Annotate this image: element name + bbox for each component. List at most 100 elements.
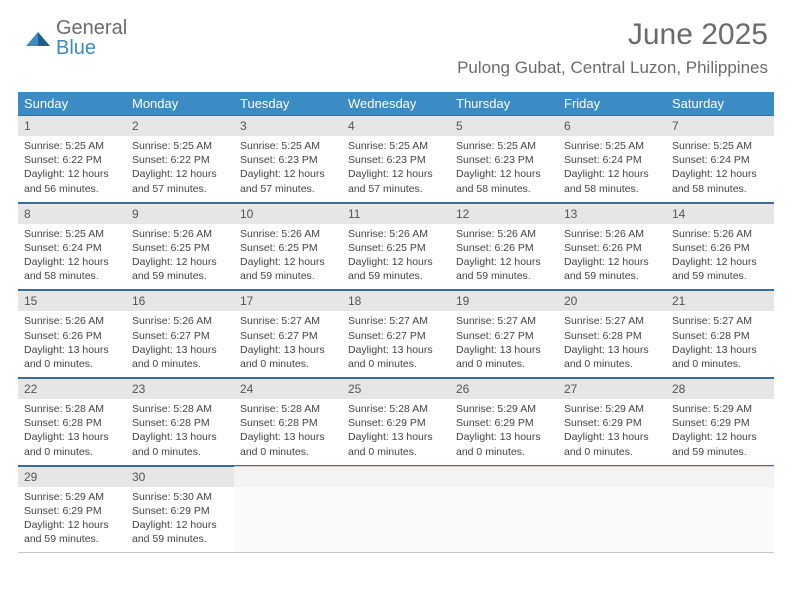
day-number: 17 bbox=[234, 290, 342, 311]
day-details: Sunrise: 5:26 AMSunset: 6:26 PMDaylight:… bbox=[558, 224, 666, 290]
calendar-cell: 28Sunrise: 5:29 AMSunset: 6:29 PMDayligh… bbox=[666, 378, 774, 465]
sunrise-text: Sunrise: 5:26 AM bbox=[132, 227, 228, 241]
daylight-text: Daylight: 12 hours and 59 minutes. bbox=[672, 430, 768, 458]
day-details: Sunrise: 5:29 AMSunset: 6:29 PMDaylight:… bbox=[450, 399, 558, 465]
day-number: 12 bbox=[450, 203, 558, 224]
daylight-text: Daylight: 12 hours and 58 minutes. bbox=[564, 167, 660, 195]
day-details: Sunrise: 5:28 AMSunset: 6:29 PMDaylight:… bbox=[342, 399, 450, 465]
daylight-text: Daylight: 13 hours and 0 minutes. bbox=[132, 430, 228, 458]
sunrise-text: Sunrise: 5:28 AM bbox=[348, 402, 444, 416]
sunset-text: Sunset: 6:26 PM bbox=[672, 241, 768, 255]
day-number: 10 bbox=[234, 203, 342, 224]
location-subtitle: Pulong Gubat, Central Luzon, Philippines bbox=[457, 58, 768, 78]
sunset-text: Sunset: 6:27 PM bbox=[456, 329, 552, 343]
calendar-cell: 2 Sunrise: 5:25 AMSunset: 6:22 PMDaylight… bbox=[126, 115, 234, 202]
calendar-cell: 27Sunrise: 5:29 AMSunset: 6:29 PMDayligh… bbox=[558, 378, 666, 465]
daylight-text: Daylight: 13 hours and 0 minutes. bbox=[456, 430, 552, 458]
day-details: Sunrise: 5:25 AMSunset: 6:24 PMDaylight:… bbox=[666, 136, 774, 202]
day-number: 18 bbox=[342, 290, 450, 311]
sunset-text: Sunset: 6:27 PM bbox=[132, 329, 228, 343]
daylight-text: Daylight: 12 hours and 57 minutes. bbox=[132, 167, 228, 195]
daylight-text: Daylight: 12 hours and 59 minutes. bbox=[132, 518, 228, 546]
calendar-cell: 18Sunrise: 5:27 AMSunset: 6:27 PMDayligh… bbox=[342, 290, 450, 377]
daylight-text: Daylight: 12 hours and 57 minutes. bbox=[348, 167, 444, 195]
weekday-header-row: SundayMondayTuesdayWednesdayThursdayFrid… bbox=[18, 92, 774, 115]
sunrise-text: Sunrise: 5:26 AM bbox=[132, 314, 228, 328]
page-header: General Blue June 2025 Pulong Gubat, Cen… bbox=[0, 0, 792, 84]
week-row: 1Sunrise: 5:25 AMSunset: 6:22 PMDaylight… bbox=[18, 115, 774, 203]
daylight-text: Daylight: 13 hours and 0 minutes. bbox=[564, 343, 660, 371]
calendar-cell-empty: . bbox=[450, 466, 558, 553]
sunrise-text: Sunrise: 5:25 AM bbox=[24, 227, 120, 241]
day-number: 29 bbox=[18, 466, 126, 487]
sunset-text: Sunset: 6:22 PM bbox=[132, 153, 228, 167]
calendar-cell: 5Sunrise: 5:25 AMSunset: 6:23 PMDaylight… bbox=[450, 115, 558, 202]
day-number: 11 bbox=[342, 203, 450, 224]
sunset-text: Sunset: 6:26 PM bbox=[564, 241, 660, 255]
daylight-text: Daylight: 13 hours and 0 minutes. bbox=[132, 343, 228, 371]
daylight-text: Daylight: 12 hours and 59 minutes. bbox=[564, 255, 660, 283]
sunrise-text: Sunrise: 5:25 AM bbox=[132, 139, 228, 153]
sunrise-text: Sunrise: 5:29 AM bbox=[672, 402, 768, 416]
sunrise-text: Sunrise: 5:26 AM bbox=[672, 227, 768, 241]
calendar-cell-empty: . bbox=[234, 466, 342, 553]
day-number: 6 bbox=[558, 115, 666, 136]
day-details: Sunrise: 5:30 AMSunset: 6:29 PMDaylight:… bbox=[126, 487, 234, 553]
day-details: Sunrise: 5:28 AMSunset: 6:28 PMDaylight:… bbox=[18, 399, 126, 465]
day-details: Sunrise: 5:27 AMSunset: 6:27 PMDaylight:… bbox=[342, 311, 450, 377]
sunrise-text: Sunrise: 5:25 AM bbox=[672, 139, 768, 153]
sunset-text: Sunset: 6:25 PM bbox=[240, 241, 336, 255]
day-number: 28 bbox=[666, 378, 774, 399]
daylight-text: Daylight: 13 hours and 0 minutes. bbox=[24, 430, 120, 458]
day-number: 15 bbox=[18, 290, 126, 311]
day-number: 16 bbox=[126, 290, 234, 311]
calendar-cell: 30Sunrise: 5:30 AMSunset: 6:29 PMDayligh… bbox=[126, 466, 234, 553]
sunset-text: Sunset: 6:22 PM bbox=[24, 153, 120, 167]
weekday-header: Tuesday bbox=[234, 92, 342, 115]
sunset-text: Sunset: 6:24 PM bbox=[24, 241, 120, 255]
day-number: 2 bbox=[126, 115, 234, 136]
sunrise-text: Sunrise: 5:29 AM bbox=[456, 402, 552, 416]
sunset-text: Sunset: 6:25 PM bbox=[348, 241, 444, 255]
calendar-cell: 11Sunrise: 5:26 AMSunset: 6:25 PMDayligh… bbox=[342, 203, 450, 290]
sunset-text: Sunset: 6:24 PM bbox=[564, 153, 660, 167]
calendar-cell: 12Sunrise: 5:26 AMSunset: 6:26 PMDayligh… bbox=[450, 203, 558, 290]
calendar-cell: 16 Sunrise: 5:26 AMSunset: 6:27 PMDayligh… bbox=[126, 290, 234, 377]
calendar-cell: 29Sunrise: 5:29 AMSunset: 6:29 PMDayligh… bbox=[18, 466, 126, 553]
sunrise-text: Sunrise: 5:26 AM bbox=[456, 227, 552, 241]
day-details: Sunrise: 5:26 AMSunset: 6:26 PMDaylight:… bbox=[666, 224, 774, 290]
calendar-cell: 25Sunrise: 5:28 AMSunset: 6:29 PMDayligh… bbox=[342, 378, 450, 465]
sunset-text: Sunset: 6:28 PM bbox=[672, 329, 768, 343]
day-number: 7 bbox=[666, 115, 774, 136]
day-details: Sunrise: 5:29 AMSunset: 6:29 PMDaylight:… bbox=[18, 487, 126, 553]
calendar-cell: 3Sunrise: 5:25 AMSunset: 6:23 PMDaylight… bbox=[234, 115, 342, 202]
sunset-text: Sunset: 6:28 PM bbox=[240, 416, 336, 430]
calendar-cell: 1Sunrise: 5:25 AMSunset: 6:22 PMDaylight… bbox=[18, 115, 126, 202]
day-number: . bbox=[450, 466, 558, 487]
calendar-cell: 17Sunrise: 5:27 AMSunset: 6:27 PMDayligh… bbox=[234, 290, 342, 377]
day-details: Sunrise: 5:28 AMSunset: 6:28 PMDaylight:… bbox=[234, 399, 342, 465]
daylight-text: Daylight: 12 hours and 58 minutes. bbox=[24, 255, 120, 283]
day-details: Sunrise: 5:25 AMSunset: 6:24 PMDaylight:… bbox=[18, 224, 126, 290]
daylight-text: Daylight: 12 hours and 59 minutes. bbox=[348, 255, 444, 283]
calendar-cell: 26Sunrise: 5:29 AMSunset: 6:29 PMDayligh… bbox=[450, 378, 558, 465]
daylight-text: Daylight: 12 hours and 59 minutes. bbox=[672, 255, 768, 283]
day-details: Sunrise: 5:27 AMSunset: 6:27 PMDaylight:… bbox=[234, 311, 342, 377]
daylight-text: Daylight: 12 hours and 58 minutes. bbox=[672, 167, 768, 195]
sunset-text: Sunset: 6:25 PM bbox=[132, 241, 228, 255]
daylight-text: Daylight: 12 hours and 58 minutes. bbox=[456, 167, 552, 195]
sunrise-text: Sunrise: 5:29 AM bbox=[24, 490, 120, 504]
day-details: Sunrise: 5:25 AMSunset: 6:23 PMDaylight:… bbox=[234, 136, 342, 202]
sunrise-text: Sunrise: 5:30 AM bbox=[132, 490, 228, 504]
sunset-text: Sunset: 6:29 PM bbox=[456, 416, 552, 430]
sunset-text: Sunset: 6:28 PM bbox=[564, 329, 660, 343]
day-number: . bbox=[666, 466, 774, 487]
sunrise-text: Sunrise: 5:27 AM bbox=[348, 314, 444, 328]
calendar-cell: 9Sunrise: 5:26 AMSunset: 6:25 PMDaylight… bbox=[126, 203, 234, 290]
sunset-text: Sunset: 6:26 PM bbox=[456, 241, 552, 255]
sunset-text: Sunset: 6:26 PM bbox=[24, 329, 120, 343]
day-details: Sunrise: 5:26 AMSunset: 6:25 PMDaylight:… bbox=[126, 224, 234, 290]
weeks-container: 1Sunrise: 5:25 AMSunset: 6:22 PMDaylight… bbox=[18, 115, 774, 553]
calendar-cell-empty: . bbox=[666, 466, 774, 553]
calendar-cell: 23Sunrise: 5:28 AMSunset: 6:28 PMDayligh… bbox=[126, 378, 234, 465]
